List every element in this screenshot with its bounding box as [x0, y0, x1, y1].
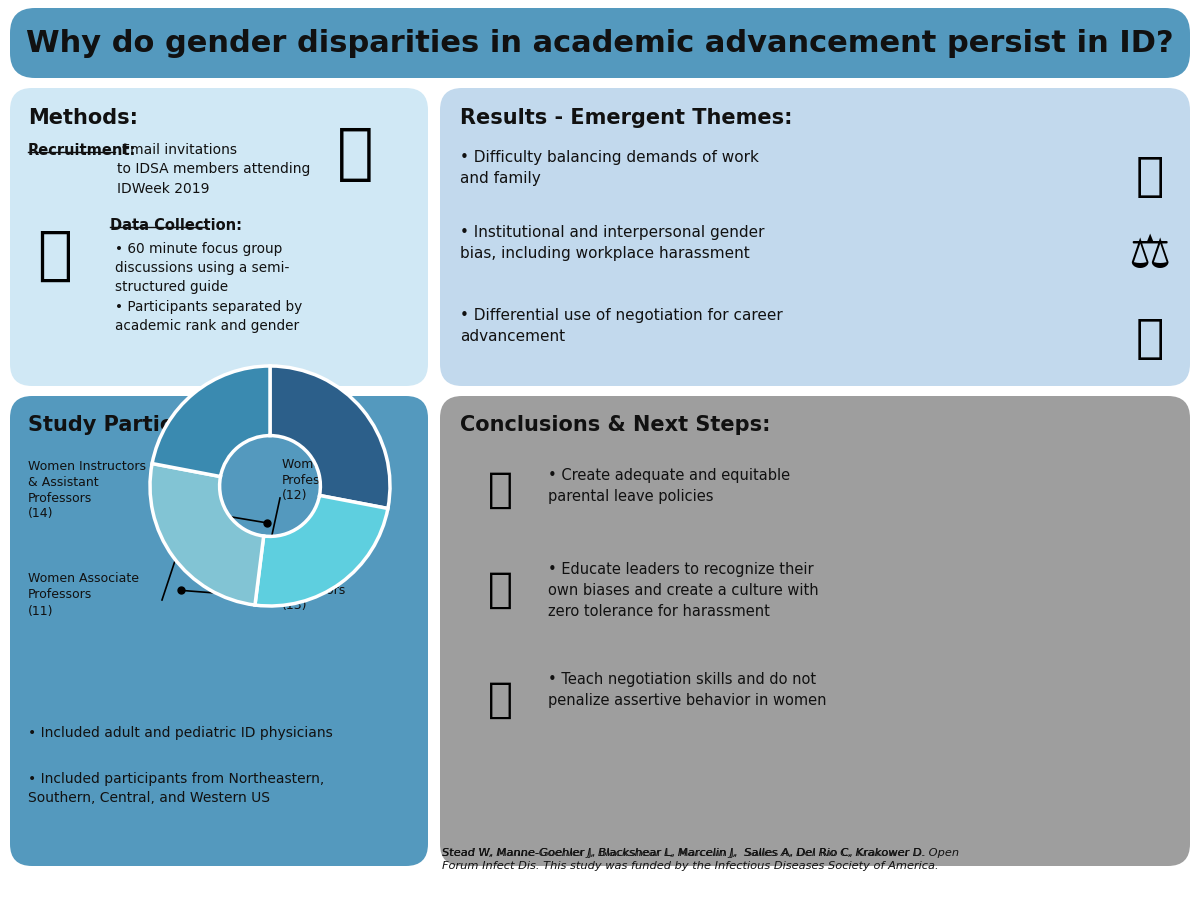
Text: 💡: 💡 [487, 569, 512, 611]
Text: • Differential use of negotiation for career
advancement: • Differential use of negotiation for ca… [460, 308, 782, 344]
Text: • Educate leaders to recognize their
own biases and create a culture with
zero t: • Educate leaders to recognize their own… [548, 562, 818, 619]
FancyBboxPatch shape [440, 88, 1190, 386]
Wedge shape [152, 366, 270, 477]
Text: Women Associate
Professors
(11): Women Associate Professors (11) [28, 572, 139, 617]
Text: Men Full
Professors
(13): Men Full Professors (13) [282, 568, 347, 613]
Text: Results - Emergent Themes:: Results - Emergent Themes: [460, 108, 792, 128]
FancyBboxPatch shape [440, 396, 1190, 866]
FancyBboxPatch shape [10, 88, 428, 386]
Text: Recruitment:: Recruitment: [28, 143, 137, 158]
Wedge shape [270, 366, 390, 508]
Text: 👥: 👥 [1136, 318, 1164, 363]
Text: 🤝: 🤝 [487, 679, 512, 721]
Text: Methods:: Methods: [28, 108, 138, 128]
Text: 🤸: 🤸 [1136, 156, 1164, 201]
Text: • Teach negotiation skills and do not
penalize assertive behavior in women: • Teach negotiation skills and do not pe… [548, 672, 827, 708]
Text: Data Collection:: Data Collection: [110, 218, 242, 233]
Text: Stead W, Manne-Goehler J, Blackshear L, Marcelin J,  Salles A, Del Rio C, Krakow: Stead W, Manne-Goehler J, Blackshear L, … [442, 848, 959, 871]
Text: 👪: 👪 [487, 469, 512, 511]
Text: 💻: 💻 [337, 125, 373, 184]
FancyBboxPatch shape [10, 396, 428, 866]
Wedge shape [150, 464, 264, 605]
FancyBboxPatch shape [10, 8, 1190, 78]
Text: • Create adequate and equitable
parental leave policies: • Create adequate and equitable parental… [548, 468, 790, 504]
Text: • Difficulty balancing demands of work
and family: • Difficulty balancing demands of work a… [460, 150, 758, 186]
Text: • Participants separated by
academic rank and gender: • Participants separated by academic ran… [115, 300, 302, 333]
Text: • Included participants from Northeastern,
Southern, Central, and Western US: • Included participants from Northeaster… [28, 772, 324, 806]
Text: Study Participants:: Study Participants: [28, 415, 254, 435]
Text: Women Full
Professors
(12): Women Full Professors (12) [282, 457, 354, 502]
Text: • 60 minute focus group
discussions using a semi-
structured guide: • 60 minute focus group discussions usin… [115, 242, 289, 294]
Text: ⚖️: ⚖️ [1129, 232, 1171, 277]
Text: Conclusions & Next Steps:: Conclusions & Next Steps: [460, 415, 770, 435]
Text: Why do gender disparities in academic advancement persist in ID?: Why do gender disparities in academic ad… [26, 29, 1174, 58]
Text: Women Instructors
& Assistant
Professors
(14): Women Instructors & Assistant Professors… [28, 460, 146, 520]
Text: Stead W, Manne-Goehler J, Blackshear L, Marcelin J,  Salles A, Del Rio C, Krakow: Stead W, Manne-Goehler J, Blackshear L, … [442, 848, 929, 858]
Wedge shape [254, 495, 388, 606]
Text: Email invitations
to IDSA members attending
IDWeek 2019: Email invitations to IDSA members attend… [118, 143, 311, 196]
Text: • Included adult and pediatric ID physicians: • Included adult and pediatric ID physic… [28, 726, 332, 740]
Text: ⏰: ⏰ [37, 227, 72, 284]
Text: • Institutional and interpersonal gender
bias, including workplace harassment: • Institutional and interpersonal gender… [460, 225, 764, 261]
